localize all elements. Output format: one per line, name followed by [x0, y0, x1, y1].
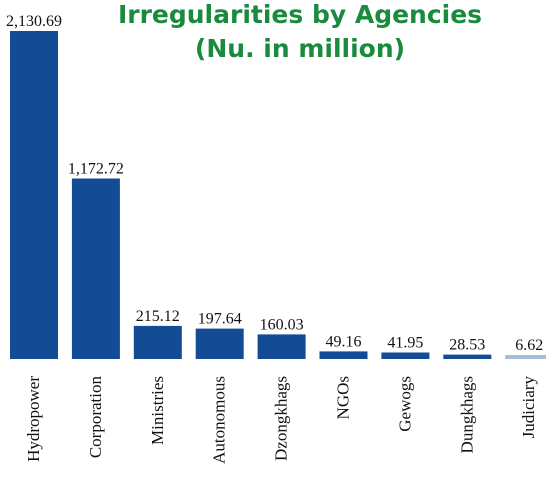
data-label-dungkhags: 28.53: [449, 337, 485, 354]
category-label-corporation: Corporation: [86, 376, 105, 459]
category-label-dungkhags: Dungkhags: [457, 376, 476, 453]
chart-subtitle: (Nu. in million): [194, 34, 406, 63]
data-label-dzongkhags: 160.03: [260, 316, 304, 333]
bar-judiciary: [505, 355, 546, 359]
category-label-autonomous: Autonomous: [210, 376, 229, 464]
bar-gewogs: [381, 352, 430, 359]
category-label-ministries: Ministries: [148, 376, 167, 445]
category-label-dzongkhags: Dzongkhags: [272, 376, 291, 461]
data-label-gewogs: 41.95: [387, 335, 423, 352]
category-label-judiciary: Judiciary: [519, 376, 538, 439]
data-label-judiciary: 6.62: [515, 337, 543, 354]
data-label-hydropower: 2,130.69: [6, 13, 62, 30]
bar-dzongkhags: [257, 334, 306, 359]
data-label-ngos: 49.16: [326, 333, 362, 350]
data-label-corporation: 1,172.72: [68, 161, 124, 178]
bar-ministries: [133, 325, 182, 359]
category-label-ngos: NGOs: [334, 376, 353, 419]
bar-corporation: [71, 178, 120, 359]
data-label-ministries: 215.12: [136, 308, 180, 325]
data-label-autonomous: 197.64: [198, 311, 242, 328]
bar-hydropower: [10, 31, 58, 359]
chart-title: Irregularities by Agencies: [117, 0, 483, 29]
bar-autonomous: [195, 328, 244, 359]
bar-dungkhags: [443, 354, 492, 359]
bars-group: 2,130.69 Hydropower 1,172.72 Corporation 215…: [6, 13, 546, 464]
category-label-hydropower: Hydropower: [24, 376, 43, 462]
category-label-gewogs: Gewogs: [395, 376, 414, 432]
bar-ngos: [319, 351, 368, 359]
